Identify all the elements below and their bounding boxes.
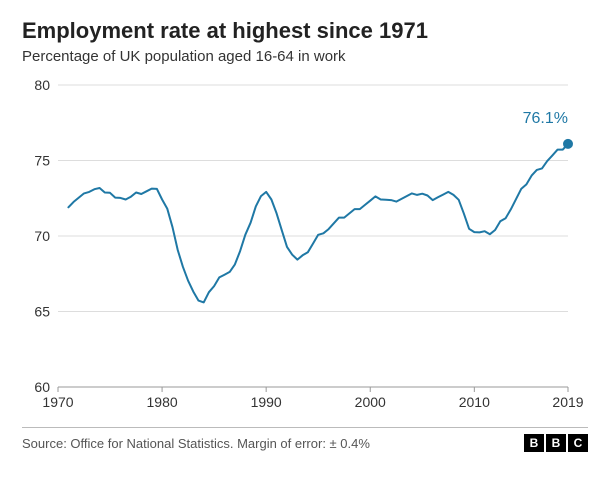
bbc-logo-letter: B: [524, 434, 544, 452]
chart-subtitle: Percentage of UK population aged 16-64 i…: [22, 48, 588, 65]
svg-text:2010: 2010: [459, 394, 490, 410]
svg-text:1990: 1990: [251, 394, 282, 410]
svg-text:60: 60: [34, 379, 50, 395]
chart-container: Employment rate at highest since 1971 Pe…: [0, 0, 610, 500]
chart-footer: Source: Office for National Statistics. …: [22, 427, 588, 452]
svg-text:80: 80: [34, 77, 50, 93]
chart-title: Employment rate at highest since 1971: [22, 18, 588, 44]
bbc-logo: B B C: [524, 434, 588, 452]
line-chart: 60 65 70 75 80 1970 1980 1990 2000 2010 2019 76.1%: [22, 75, 588, 415]
source-text: Source: Office for National Statistics. …: [22, 436, 370, 451]
svg-text:75: 75: [34, 153, 50, 169]
svg-text:70: 70: [34, 228, 50, 244]
svg-text:65: 65: [34, 304, 50, 320]
svg-text:1970: 1970: [42, 394, 73, 410]
bbc-logo-letter: B: [546, 434, 566, 452]
svg-text:1980: 1980: [147, 394, 178, 410]
svg-text:2000: 2000: [355, 394, 386, 410]
svg-text:2019: 2019: [552, 394, 583, 410]
svg-text:76.1%: 76.1%: [523, 110, 568, 127]
bbc-logo-letter: C: [568, 434, 588, 452]
